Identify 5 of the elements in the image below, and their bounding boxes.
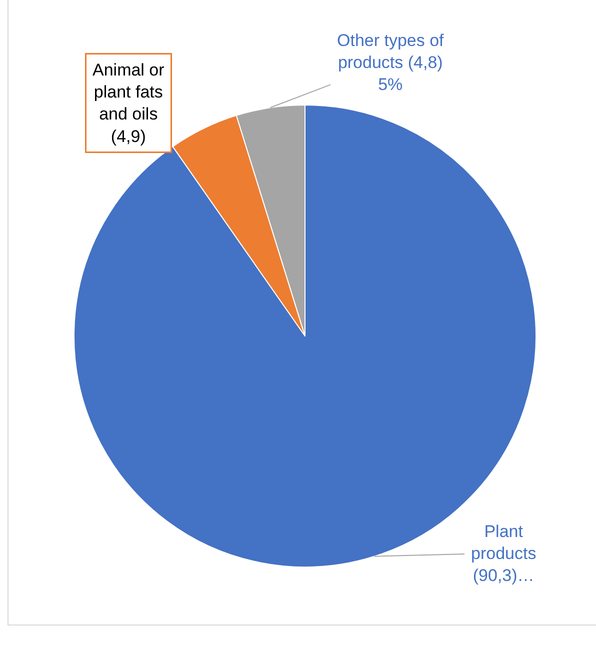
slice-label: Other types of products (4,8) 5%: [337, 31, 444, 94]
data-label: (4,9): [110, 126, 146, 146]
slice-label: Animal or plant fats and oils: [92, 60, 165, 124]
data-label: (90,3)…: [472, 566, 534, 586]
slice-label: Plant products: [471, 522, 536, 564]
